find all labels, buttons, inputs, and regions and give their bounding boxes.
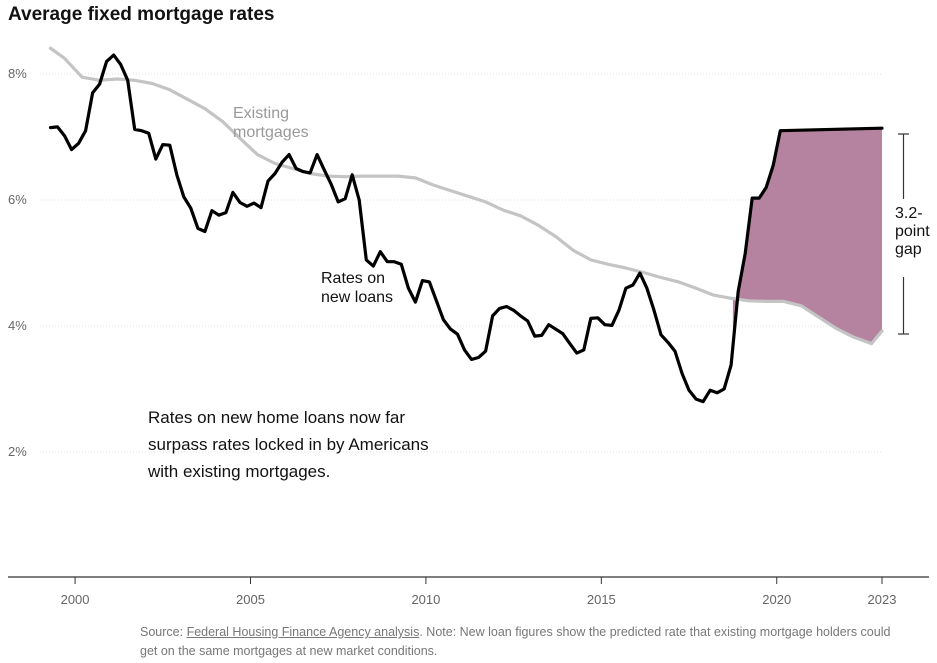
y-tick-label: 8% [8, 66, 27, 81]
label-new-line2: new loans [321, 289, 393, 306]
line-chart: 2% 4% 6% 8% 2000 2005 2010 2015 2020 2023 Existi… [8, 46, 930, 607]
source-rest: . Note: New loan figures show the predic… [140, 625, 891, 658]
x-tick-label: 2015 [587, 592, 616, 607]
label-existing-line1: Existing [233, 105, 289, 122]
gap-bracket [898, 133, 909, 335]
chart-note: Rates on new home loans now far surpass … [148, 408, 429, 481]
x-tick-label: 2005 [236, 592, 265, 607]
y-axis-ticks: 2% 4% 6% 8% [8, 66, 27, 459]
y-tick-label: 4% [8, 318, 27, 333]
gridlines [40, 73, 882, 453]
label-existing-line2: mortgages [233, 124, 309, 141]
source-prefix: Source: [140, 625, 187, 639]
y-tick-label: 2% [8, 444, 27, 459]
series-line-new [48, 53, 884, 404]
x-tick-label: 2000 [61, 592, 90, 607]
gap-label-line1: 3.2- [895, 205, 923, 222]
x-tick-label: 2023 [868, 592, 897, 607]
source-note: Source: Federal Housing Finance Agency a… [140, 623, 900, 661]
gap-label-line2: point [895, 223, 930, 240]
gap-area [732, 128, 882, 347]
label-new-line1: Rates on [321, 270, 385, 287]
x-tick-label: 2020 [762, 592, 791, 607]
chart-title: Average fixed mortgage rates [8, 4, 275, 25]
gap-label-line3: gap [895, 241, 922, 258]
y-tick-label: 6% [8, 192, 27, 207]
source-link[interactable]: Federal Housing Finance Agency analysis [186, 625, 420, 639]
x-axis-ticks: 2000 2005 2010 2015 2020 2023 [61, 577, 897, 607]
series-line-existing [48, 46, 884, 346]
x-tick-label: 2010 [411, 592, 440, 607]
